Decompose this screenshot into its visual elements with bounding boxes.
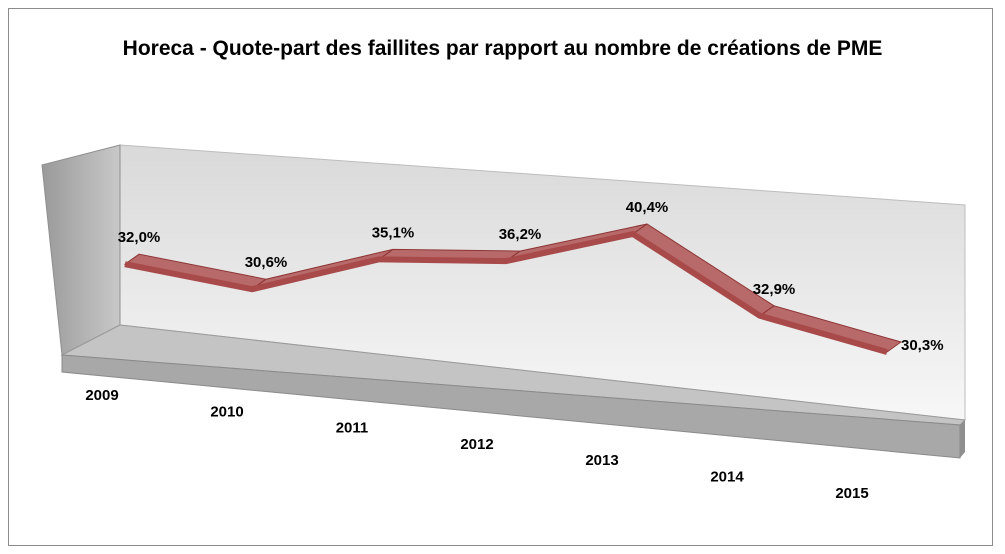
data-label: 35,1% [372, 224, 415, 241]
data-label: 30,3% [901, 337, 944, 354]
x-tick-label: 2011 [336, 420, 369, 437]
data-label: 36,2% [499, 226, 542, 243]
data-label: 40,4% [626, 199, 669, 216]
chart-border [8, 8, 993, 546]
data-label: 30,6% [245, 254, 288, 271]
x-tick-label: 2015 [835, 485, 868, 502]
data-label: 32,9% [753, 281, 796, 298]
x-tick-label: 2012 [460, 436, 493, 453]
floor-corner [960, 420, 965, 458]
line [124, 231, 888, 355]
data-label: 32,0% [118, 229, 161, 246]
side-wall [41, 144, 121, 356]
x-tick-label: 2014 [710, 468, 744, 485]
chart-title: Horeca - Quote-part des faillites par ra… [122, 37, 883, 60]
x-tick-label: 2010 [210, 403, 243, 420]
x-tick-label: 2013 [585, 452, 618, 469]
x-tick-label: 2009 [85, 387, 118, 404]
